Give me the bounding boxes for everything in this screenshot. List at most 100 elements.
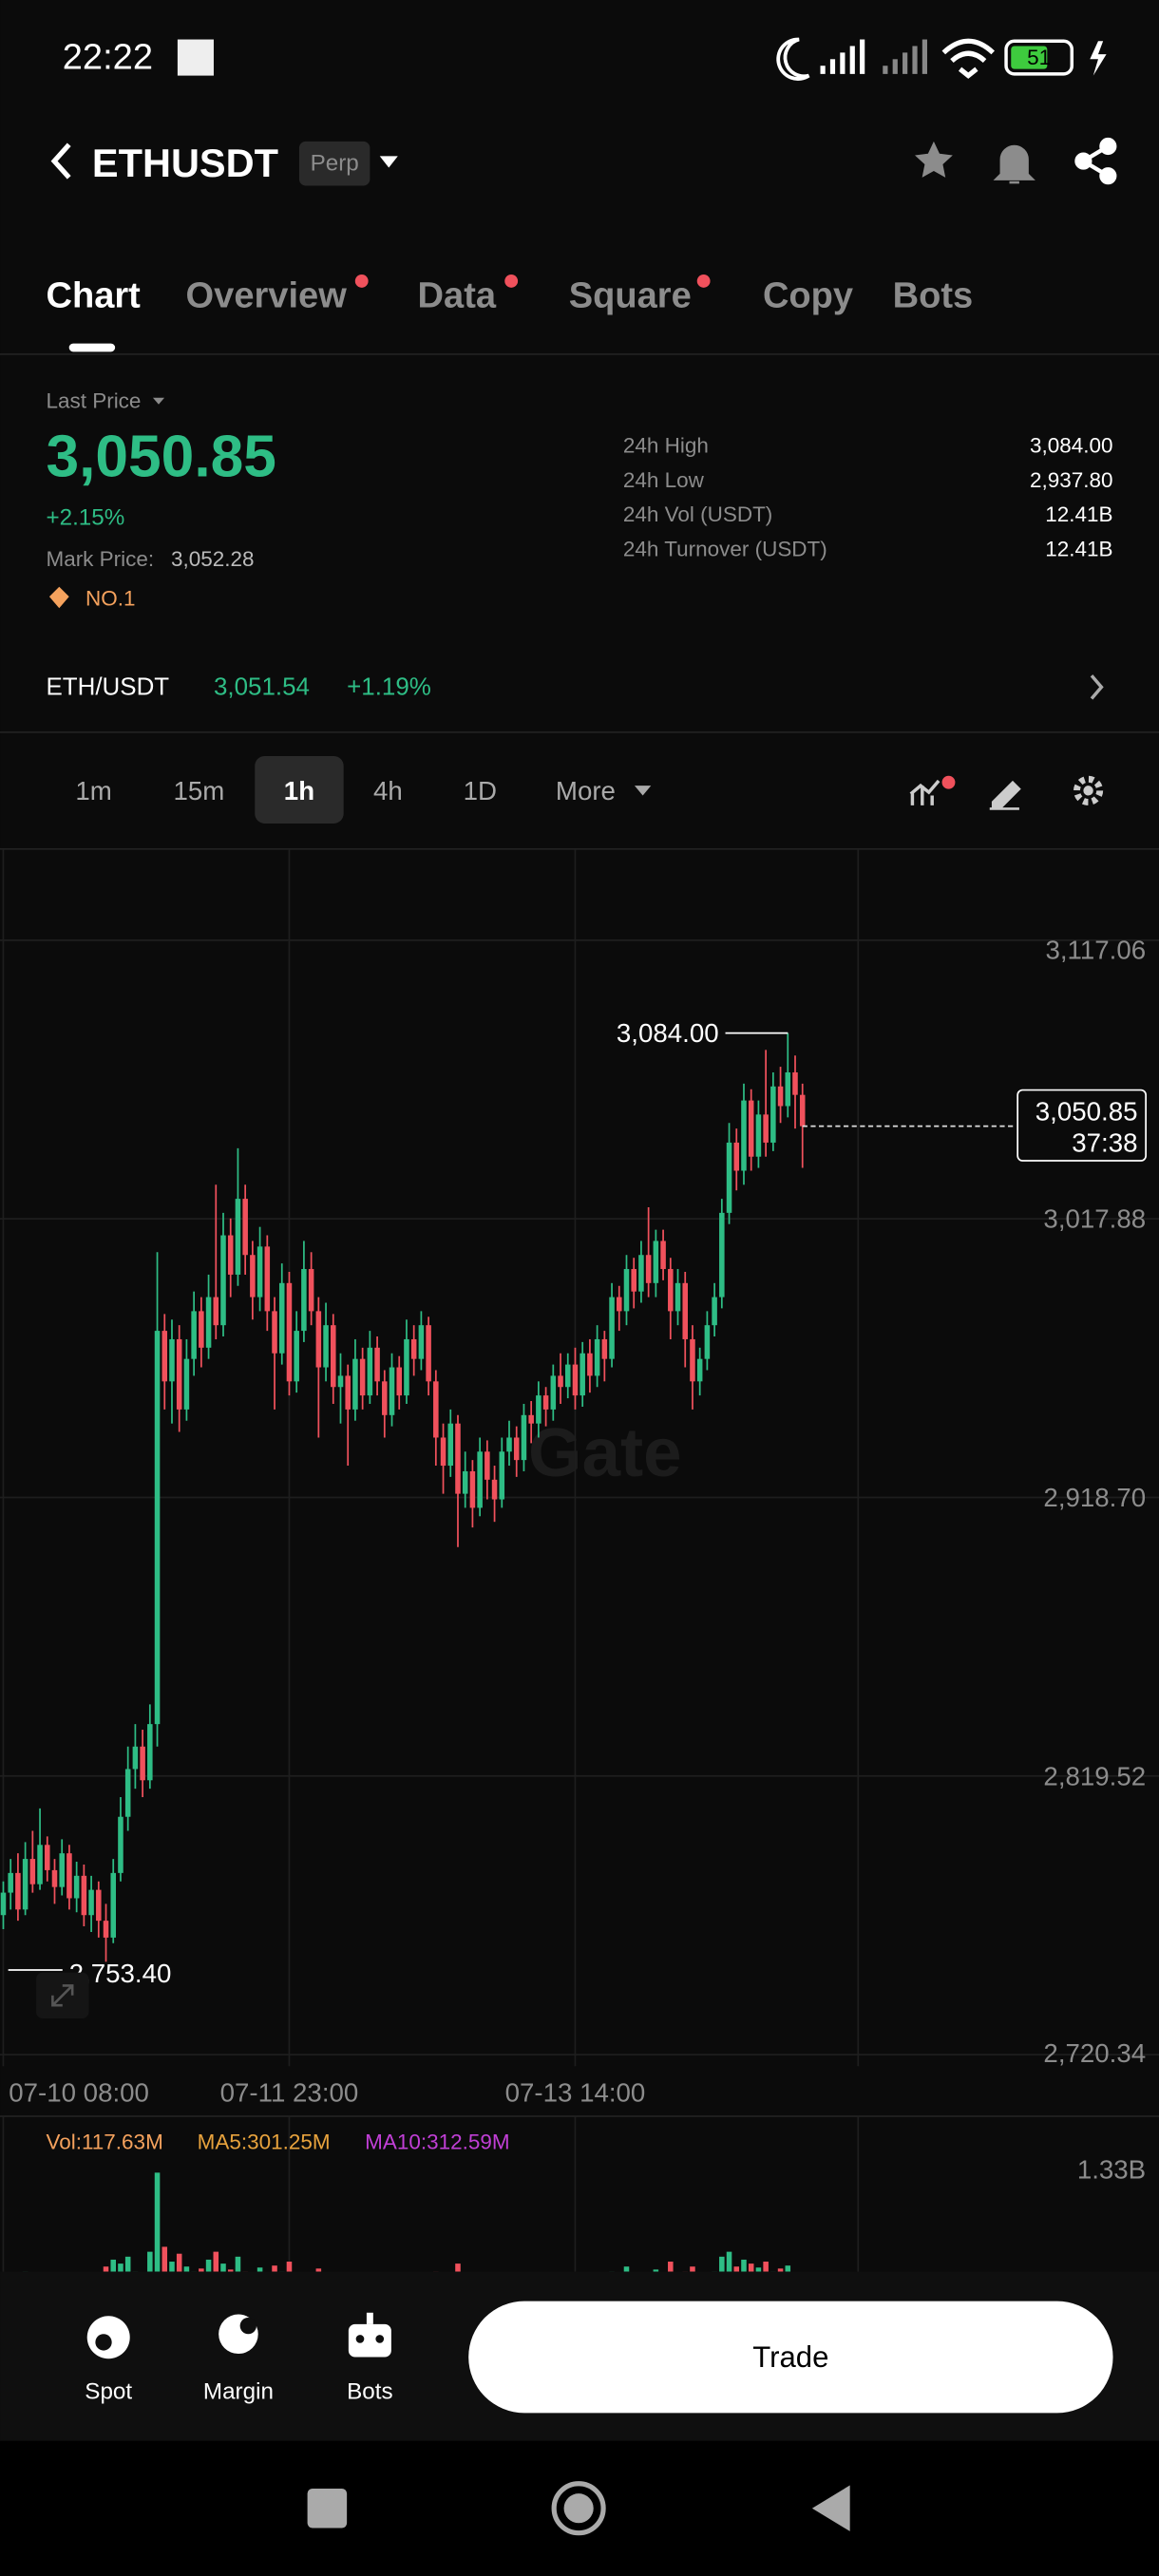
x-tick-label: 07-13 14:00 xyxy=(505,2077,646,2107)
tab[interactable]: Overview xyxy=(186,275,348,315)
stat-value: 3,084.00 xyxy=(1030,433,1113,457)
candle-body xyxy=(755,1114,762,1157)
share-button[interactable] xyxy=(1074,137,1117,185)
volume-bar xyxy=(433,2271,439,2272)
high-label: 3,084.00 xyxy=(617,1018,719,1048)
volume-bar xyxy=(199,2268,204,2272)
y-tick-label: 2,720.34 xyxy=(1043,2038,1146,2068)
back-nav-button[interactable] xyxy=(811,2485,850,2531)
mark-price: 3,052.28 xyxy=(171,547,255,571)
rank: NO.1 xyxy=(86,586,135,610)
candle-body xyxy=(199,1311,204,1348)
volume-bar xyxy=(315,2268,322,2272)
volume-bar xyxy=(455,2263,461,2272)
candle-body xyxy=(433,1381,439,1438)
tab[interactable]: Data xyxy=(418,275,497,315)
last-price: 3,050.85 xyxy=(46,425,276,490)
tab[interactable]: Copy xyxy=(763,275,853,315)
volume-bar xyxy=(110,2259,117,2272)
favorite-button[interactable] xyxy=(915,141,953,178)
ma10-legend: MA10:312.59M xyxy=(365,2130,509,2153)
expand-icon xyxy=(51,1984,74,2007)
candle-body xyxy=(169,1338,175,1382)
tab[interactable]: Bots xyxy=(893,275,974,315)
candle-body xyxy=(250,1255,256,1297)
candle-body xyxy=(331,1325,336,1388)
trade-button[interactable] xyxy=(468,2301,1113,2414)
home-dot xyxy=(563,2493,594,2524)
back-button[interactable] xyxy=(50,142,71,180)
candle-body xyxy=(183,1358,190,1410)
candle-body xyxy=(374,1347,380,1382)
volume-bar xyxy=(220,2263,226,2272)
symbol: ETHUSDT xyxy=(92,141,278,185)
volume-bar xyxy=(712,2271,717,2272)
last-price-label: 3,050.85 xyxy=(1036,1097,1138,1127)
candle-body xyxy=(235,1199,241,1275)
volume-bar xyxy=(719,2256,725,2272)
candle-body xyxy=(176,1338,182,1410)
nav-label[interactable]: Spot xyxy=(85,2378,132,2404)
tab-active[interactable]: Chart xyxy=(46,275,141,315)
interval-more[interactable]: More xyxy=(556,776,616,805)
candle-body xyxy=(73,1875,80,1899)
nav-label[interactable]: Bots xyxy=(347,2378,392,2404)
volume-bar xyxy=(191,2271,197,2272)
candle-body xyxy=(323,1325,329,1368)
candle-body xyxy=(66,1853,72,1899)
candle-body xyxy=(205,1297,212,1348)
volume-bar xyxy=(278,2271,285,2272)
stats: 24h High 3,084.00 24h Low 2,937.80 24h Vol (… xyxy=(623,433,1113,560)
candle-body xyxy=(37,1845,43,1885)
candle-body xyxy=(558,1375,563,1388)
draw-button[interactable] xyxy=(989,780,1021,810)
candle-body xyxy=(668,1269,674,1312)
last-price-box xyxy=(1016,1089,1148,1162)
stat-label: 24h Vol (USDT) xyxy=(623,502,772,526)
volume-bar xyxy=(733,2266,740,2272)
tab-indicator xyxy=(68,343,116,352)
spot-change: +1.19% xyxy=(347,673,431,700)
candle-body xyxy=(785,1072,791,1107)
settings-button[interactable] xyxy=(1074,775,1104,805)
volume-bar xyxy=(763,2262,769,2272)
symbol-dropdown[interactable] xyxy=(379,156,398,168)
interval[interactable]: 1D xyxy=(464,776,497,805)
interval[interactable]: 1m xyxy=(75,776,111,805)
candle-body xyxy=(763,1114,769,1143)
spot-chevron[interactable] xyxy=(1090,674,1104,700)
volume-bar xyxy=(741,2259,747,2272)
interval[interactable]: 4h xyxy=(373,776,403,805)
battery-level xyxy=(1011,46,1048,69)
recents-button[interactable] xyxy=(307,2488,348,2529)
bots-icon[interactable] xyxy=(348,2323,391,2358)
spot-pair[interactable]: ETH/USDT xyxy=(46,673,169,700)
nav-label[interactable]: Margin xyxy=(203,2378,274,2404)
tab[interactable]: Square xyxy=(569,275,692,315)
alert-button[interactable] xyxy=(993,144,1036,184)
divider xyxy=(0,847,1159,850)
volume-bar xyxy=(147,2251,153,2272)
candle-body xyxy=(286,1282,293,1382)
home-button[interactable] xyxy=(551,2481,606,2536)
last-price-label[interactable]: Last Price xyxy=(46,389,141,413)
divider xyxy=(0,2115,1159,2117)
interval-selected[interactable]: 1h xyxy=(284,776,314,805)
candle-body xyxy=(536,1395,542,1424)
candle-body xyxy=(447,1423,454,1467)
divider xyxy=(0,731,1159,733)
candle-body xyxy=(345,1375,351,1410)
candle-body xyxy=(674,1282,681,1312)
badge: Perp xyxy=(311,151,359,177)
interval[interactable]: 15m xyxy=(173,776,224,805)
candle-body xyxy=(638,1255,644,1292)
volume-bar xyxy=(103,2266,109,2272)
volume-tick-label: 1.33B xyxy=(1077,2155,1146,2185)
y-tick-label: 2,819.52 xyxy=(1043,1761,1146,1790)
candle-body xyxy=(51,1869,58,1887)
charging-icon xyxy=(1090,41,1107,76)
indicator-button[interactable] xyxy=(909,779,940,805)
candle-body xyxy=(587,1353,593,1376)
candle-body xyxy=(154,1331,161,1725)
volume-bar xyxy=(132,2271,139,2272)
